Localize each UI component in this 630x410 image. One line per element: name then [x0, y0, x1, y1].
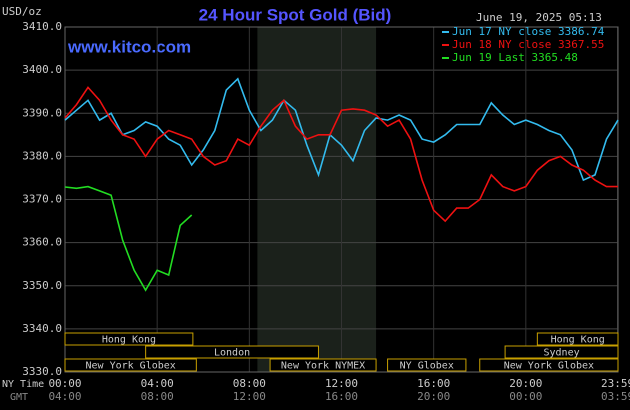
x-tick-label: 04:00: [141, 377, 174, 390]
session-label: New York Globex: [504, 361, 594, 372]
legend-label: Jun 19 Last 3365.48: [452, 51, 578, 64]
y-tick-label: 3370.0: [22, 193, 62, 206]
x-tick-label-gmt: 04:00: [48, 390, 81, 403]
x-tick-label-gmt: 20:00: [417, 390, 450, 403]
session-box: [145, 345, 319, 359]
session-label: NY Globex: [400, 361, 454, 372]
session-label: Hong Kong: [102, 335, 156, 346]
x-tick-label: 20:00: [509, 377, 542, 390]
x-tick-label: 16:00: [417, 377, 450, 390]
source: www.kitco.com: [67, 37, 191, 56]
y-tick-label: 3390.0: [22, 106, 62, 119]
y-tick-label: 3400.0: [22, 63, 62, 76]
session-label: New York NYMEX: [281, 361, 365, 372]
x-tick-label-gmt: 12:00: [233, 390, 266, 403]
x-tick-label-gmt: 08:00: [141, 390, 174, 403]
series-line: [64, 77, 619, 182]
session-label: New York Globex: [86, 361, 176, 372]
x-tick-label: 12:00: [325, 377, 358, 390]
x-tick-label: 23:59: [601, 377, 630, 390]
legend-label: Jun 18 NY close 3367.55: [452, 38, 604, 51]
y-tick-label: 3380.0: [22, 149, 62, 162]
y-axis-label: USD/oz: [2, 5, 42, 18]
y-tick-label: 3360.0: [22, 236, 62, 249]
session-label: Hong Kong: [551, 335, 605, 346]
session-box: [269, 358, 377, 372]
chart-title: 24 Hour Spot Gold (Bid): [199, 5, 392, 24]
x-tick-label-gmt: 00:00: [509, 390, 542, 403]
plot-frame: [64, 26, 619, 373]
session-box: [479, 358, 619, 372]
timestamp: June 19, 2025 05:13: [476, 11, 602, 24]
session-box: [387, 358, 467, 372]
x-tick-label-gmt: 03:59: [601, 390, 630, 403]
session-label: Sydney: [543, 348, 579, 359]
y-tick-label: 3340.0: [22, 322, 62, 335]
legend-label: Jun 17 NY close 3386.74: [452, 25, 605, 38]
series-line: [64, 185, 193, 292]
x-tick-label: 08:00: [233, 377, 266, 390]
x-tick-label: 00:00: [48, 377, 81, 390]
session-box: [64, 332, 194, 346]
x-row-label: GMT: [10, 392, 28, 403]
session-box: [504, 345, 619, 359]
series-line: [64, 86, 618, 223]
y-tick-label: 3330.0: [22, 365, 62, 378]
session-label: London: [214, 348, 250, 359]
x-row-label: NY Time: [2, 379, 44, 390]
session-box: [64, 358, 197, 372]
y-tick-label: 3350.0: [22, 279, 62, 292]
x-tick-label-gmt: 16:00: [325, 390, 358, 403]
session-box: [536, 332, 619, 346]
y-tick-label: 3410.0: [22, 20, 62, 33]
